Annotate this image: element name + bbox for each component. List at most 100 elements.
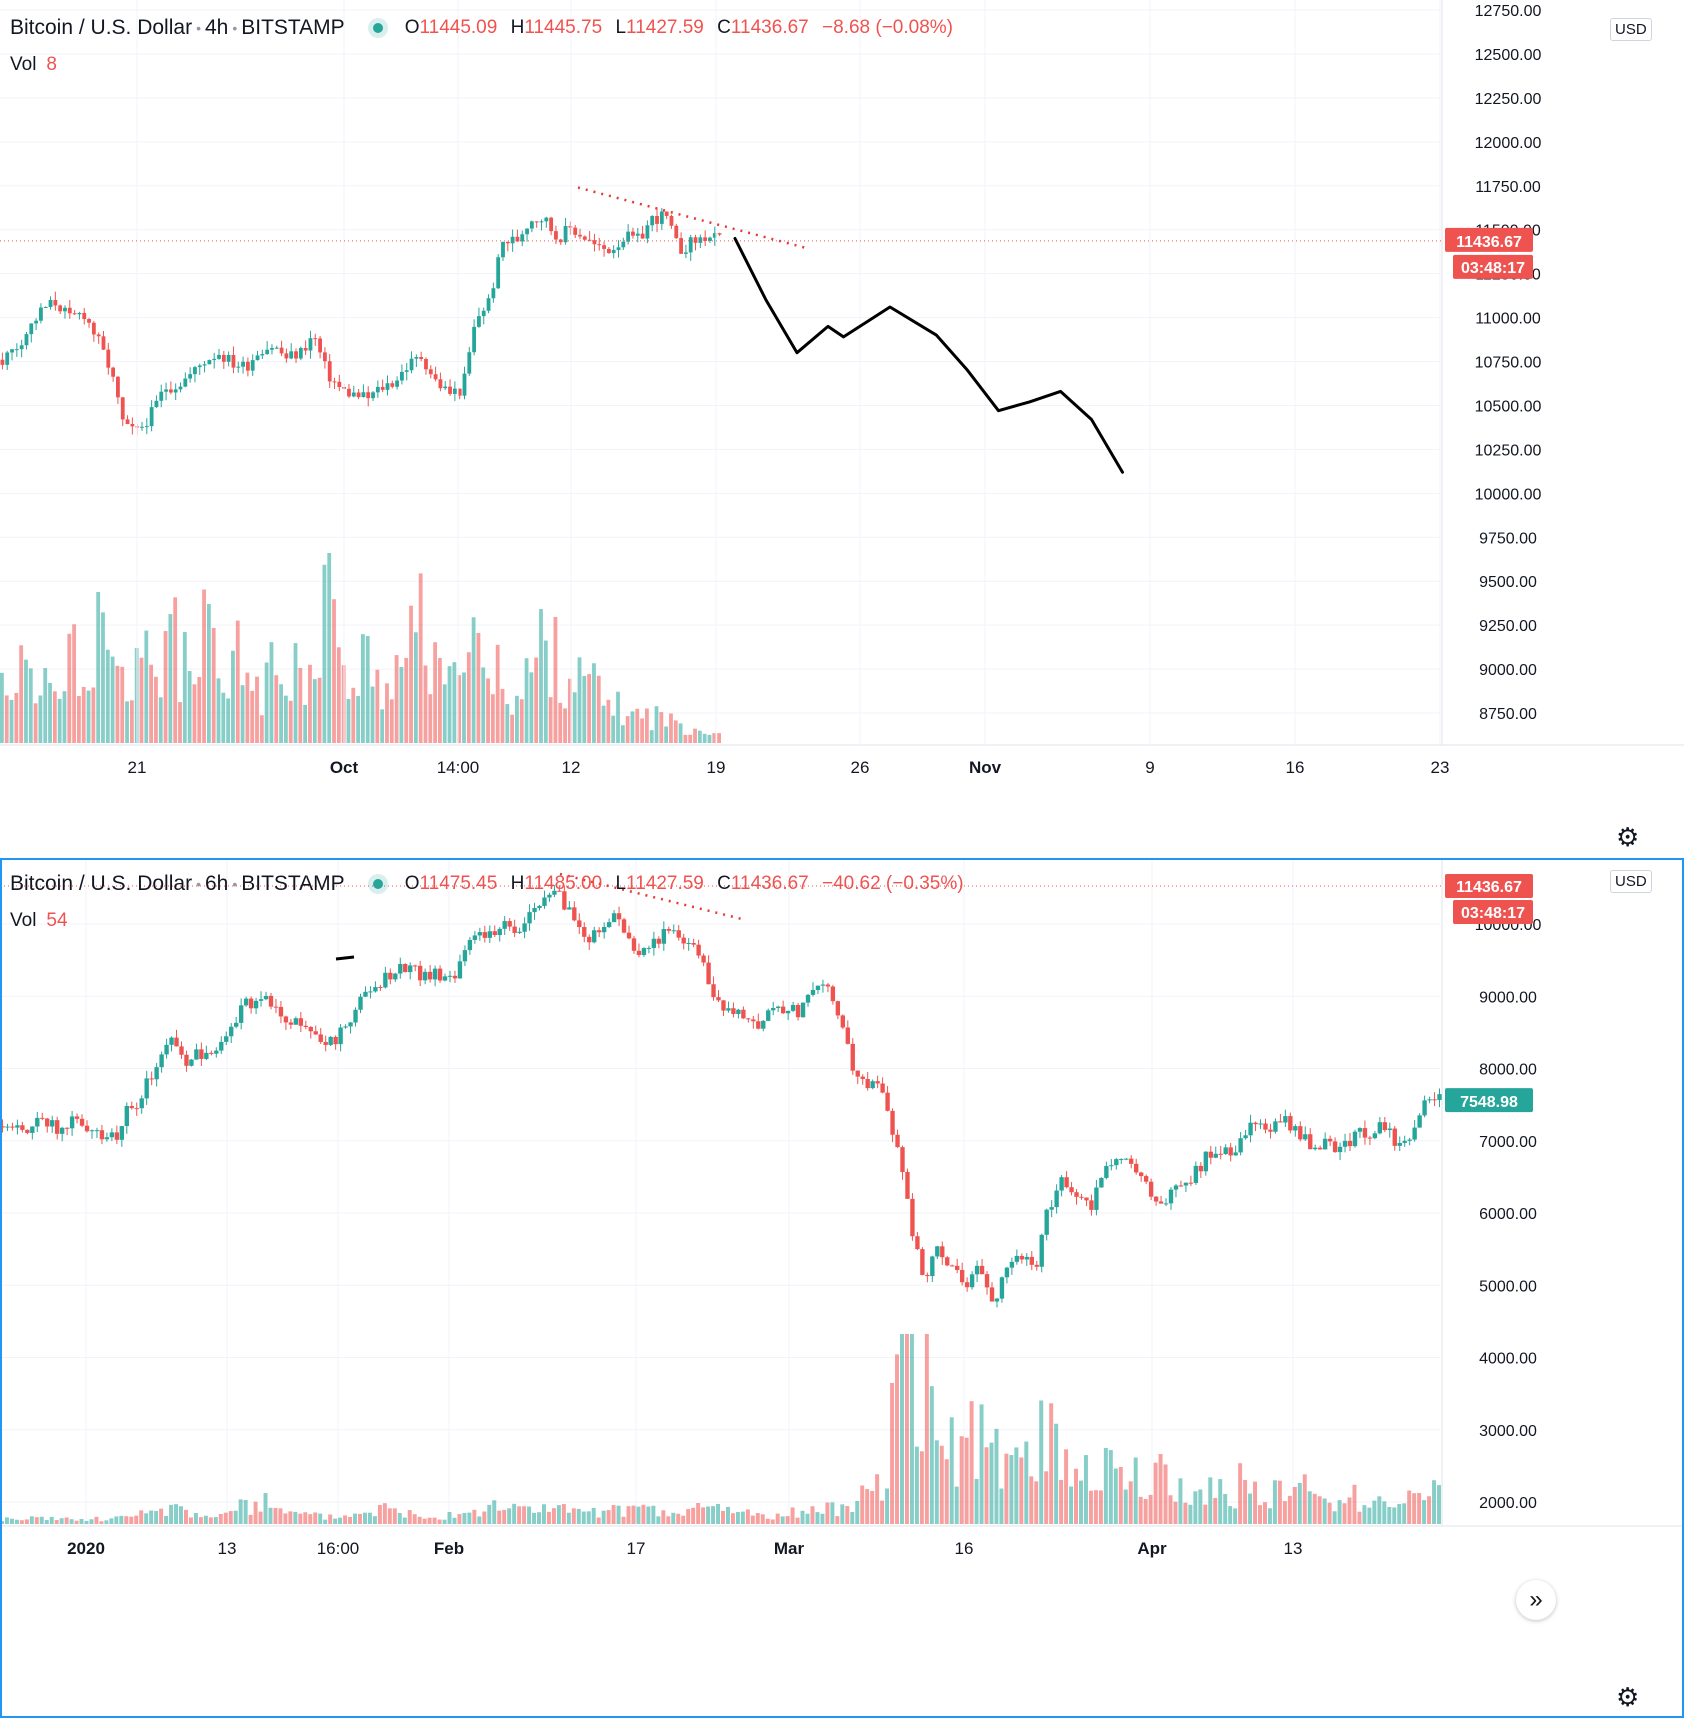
volume-bar: [99, 1521, 104, 1524]
candle-body: [178, 386, 183, 390]
candle-body: [229, 1026, 234, 1037]
candle-body: [711, 984, 716, 998]
volume-bar: [909, 1334, 914, 1524]
candle-body: [815, 985, 821, 991]
volume-bar: [255, 676, 259, 743]
candle-body: [343, 1026, 348, 1028]
chart-panel-4h[interactable]: 12750.00 12500.00 12250.00 12000.00 11750.00…: [0, 0, 1684, 856]
interval-label[interactable]: 6h: [204, 872, 229, 895]
candle-body: [850, 1043, 855, 1071]
candle-body: [448, 386, 452, 394]
volume-bar: [308, 1514, 313, 1524]
candle-body: [25, 1129, 30, 1133]
volume-bar: [427, 1517, 432, 1524]
stray-drawing-mark: [335, 955, 355, 961]
candle-body: [746, 1018, 751, 1020]
candle-body: [1317, 1147, 1323, 1150]
volume-bar: [235, 620, 240, 743]
volume-bar: [621, 1516, 626, 1524]
volume-bar: [1143, 1499, 1148, 1524]
symbol-name[interactable]: Bitcoin / U.S. Dollar: [10, 16, 193, 39]
volume-bar: [1327, 1502, 1332, 1524]
volume-label[interactable]: Vol: [10, 910, 37, 931]
volume-bar: [1377, 1496, 1382, 1524]
candle-body: [433, 374, 438, 380]
candle-body: [14, 349, 19, 351]
volume-bar: [238, 1499, 243, 1524]
candle-body: [703, 237, 708, 241]
legend-4h: Bitcoin / U.S. Dollar • 4h • BITSTAMP O1…: [10, 16, 953, 40]
candle-body: [1288, 1116, 1293, 1131]
currency-button[interactable]: USD: [1610, 18, 1652, 41]
x-tick-label: 9: [1145, 758, 1154, 777]
scroll-to-realtime-icon[interactable]: »: [1516, 1580, 1556, 1620]
market-status-icon[interactable]: [372, 23, 383, 33]
chart-6h-svg[interactable]: 10000.009000.008000.007000.006000.005000…: [0, 858, 1684, 1718]
volume-bar: [253, 1501, 258, 1524]
exchange-label[interactable]: BITSTAMP: [241, 872, 345, 895]
volume-bar: [481, 667, 486, 743]
settings-gear-icon[interactable]: ⚙: [1616, 1682, 1640, 1712]
volume-bar: [1044, 1471, 1049, 1524]
volume-bar: [144, 1513, 149, 1524]
volume-bar: [402, 1517, 407, 1524]
volume-bar: [370, 686, 375, 743]
volume-bar: [587, 674, 592, 743]
candle-body: [1233, 1152, 1238, 1156]
chart-4h-svg[interactable]: 12750.00 12500.00 12250.00 12000.00 11750.00…: [0, 0, 1684, 856]
volume-bar: [124, 1516, 129, 1524]
volume-bar: [989, 1442, 994, 1524]
volume-bar: [519, 699, 524, 743]
candle-body: [1407, 1139, 1412, 1141]
volume-bar: [548, 697, 553, 743]
volume-bar: [273, 1507, 278, 1524]
candle-body: [58, 305, 63, 312]
candle-body: [984, 1274, 990, 1288]
candle-body: [775, 1006, 781, 1009]
chart-panel-6h[interactable]: 10000.00 9000.00 8000.00 7000.00 6000.00 5000…: [0, 858, 1684, 1718]
candle-body: [467, 939, 473, 951]
volume-bar: [216, 678, 221, 743]
settings-gear-icon[interactable]: ⚙: [1616, 822, 1640, 852]
volume-bar: [712, 733, 717, 743]
candle-body: [795, 1004, 801, 1018]
candle-body: [741, 1009, 746, 1019]
volume-bar: [1019, 1457, 1024, 1524]
candle-body: [89, 1130, 95, 1132]
candle-body: [197, 365, 202, 368]
candle-body: [124, 1105, 129, 1127]
candle-body: [669, 215, 674, 226]
volume-label[interactable]: Vol: [10, 54, 37, 75]
volume-bar: [919, 1451, 924, 1524]
exchange-label[interactable]: BITSTAMP: [241, 16, 345, 39]
candle-body: [388, 972, 393, 980]
volume-bar: [490, 694, 495, 743]
volume-bar: [959, 1436, 964, 1524]
volume-bar: [1347, 1497, 1352, 1524]
candle-body: [268, 995, 274, 1007]
separator-dot: •: [232, 876, 238, 892]
volume-bar: [72, 624, 77, 743]
volume-bar: [312, 679, 317, 743]
volume-bar: [1262, 1502, 1267, 1524]
volume-bar: [735, 1511, 740, 1524]
currency-button[interactable]: USD: [1610, 870, 1652, 893]
volume-bar: [173, 597, 178, 743]
candle-body: [1293, 1126, 1298, 1131]
candle-body: [1412, 1127, 1417, 1140]
volume-bar: [206, 604, 211, 743]
candle-body: [245, 361, 250, 371]
symbol-name[interactable]: Bitcoin / U.S. Dollar: [10, 872, 193, 895]
candle-body: [650, 215, 655, 226]
candle-body: [964, 1282, 970, 1288]
candle-body: [356, 392, 361, 398]
interval-label[interactable]: 4h: [204, 16, 229, 39]
candle-body: [366, 392, 371, 399]
volume-bar: [500, 688, 505, 743]
market-status-icon[interactable]: [372, 879, 383, 889]
candle-body: [214, 1050, 219, 1054]
candle-body: [910, 1198, 915, 1237]
high-value: 11445.75: [524, 17, 603, 38]
volume-bar: [327, 553, 332, 743]
close-value: 11436.67: [730, 873, 809, 894]
